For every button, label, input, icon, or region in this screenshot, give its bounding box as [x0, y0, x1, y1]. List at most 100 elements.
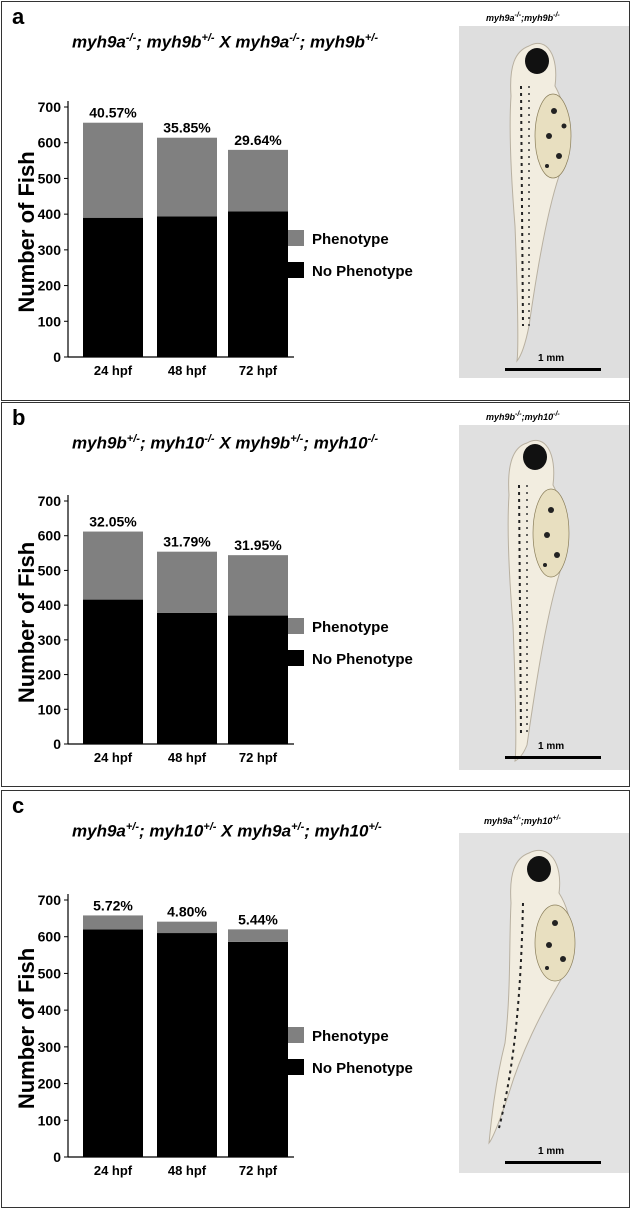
y-tick-label: 300 — [38, 632, 62, 648]
bar-no-phenotype — [83, 599, 143, 744]
zebrafish-photo — [459, 26, 629, 378]
legend-swatch — [288, 650, 304, 666]
bar-phenotype — [157, 551, 217, 613]
y-tick-label: 500 — [38, 562, 62, 578]
photo-genotype-label: myh9b-/-;myh10-/- — [486, 411, 560, 422]
y-tick-label: 200 — [38, 278, 62, 294]
bar-no-phenotype — [83, 217, 143, 357]
scale-bar-label: 1 mm — [538, 741, 565, 752]
bar-percent-label: 4.80% — [167, 904, 207, 920]
bar-percent-label: 31.95% — [234, 537, 282, 553]
x-tick-label: 72 hpf — [239, 750, 278, 765]
photo-genotype-label: myh9a-/-;myh9b-/- — [486, 12, 560, 23]
bar-no-phenotype — [228, 615, 288, 744]
y-tick-label: 500 — [38, 170, 62, 186]
y-tick-label: 600 — [38, 135, 62, 151]
scale-bar-label: 1 mm — [538, 353, 565, 364]
y-tick-label: 100 — [38, 313, 62, 329]
x-tick-label: 48 hpf — [168, 363, 207, 378]
panel-b: b myh9b+/-; myh10-/- X myh9b+/-; myh10-/… — [1, 402, 630, 787]
y-tick-label: 400 — [38, 1002, 62, 1018]
bar-phenotype — [83, 122, 143, 218]
zebrafish-larva-image — [459, 26, 629, 378]
scale-bar — [505, 1161, 601, 1164]
x-tick-label: 48 hpf — [168, 750, 207, 765]
legend-label: Phenotype — [312, 619, 389, 636]
scale-bar — [505, 756, 601, 759]
bar-phenotype — [228, 929, 288, 942]
scale-bar — [505, 368, 601, 371]
y-tick-label: 500 — [38, 965, 62, 981]
x-tick-label: 48 hpf — [168, 1163, 207, 1178]
y-tick-label: 0 — [53, 349, 61, 365]
y-tick-label: 200 — [38, 1076, 62, 1092]
y-tick-label: 200 — [38, 667, 62, 683]
bar-phenotype — [228, 555, 288, 616]
panel-title: myh9a-/-; myh9b+/- X myh9a-/-; myh9b+/- — [72, 32, 378, 52]
y-tick-label: 300 — [38, 1039, 62, 1055]
stacked-bar-chart: 0 100 200 300 400 500 600 700 Number of Fish 40.5… — [14, 99, 413, 378]
zebrafish-larva-image — [459, 833, 629, 1173]
photo-genotype-label: myh9a+/-;myh10+/- — [484, 815, 561, 826]
bar-percent-label: 40.57% — [89, 105, 137, 121]
legend-swatch — [288, 230, 304, 246]
y-tick-label: 300 — [38, 242, 62, 258]
y-tick-label: 600 — [38, 929, 62, 945]
legend-label: No Phenotype — [312, 651, 413, 668]
y-tick-label: 600 — [38, 528, 62, 544]
y-tick-label: 0 — [53, 1149, 61, 1165]
panel-title: myh9b+/-; myh10-/- X myh9b+/-; myh10-/- — [72, 433, 378, 453]
bar-no-phenotype — [157, 612, 217, 744]
y-tick-label: 700 — [38, 99, 62, 115]
bar-no-phenotype — [228, 211, 288, 357]
bar-phenotype — [228, 149, 288, 212]
bar-percent-label: 32.05% — [89, 514, 137, 530]
panel-letter: c — [12, 793, 25, 818]
x-tick-label: 24 hpf — [94, 750, 133, 765]
y-tick-label: 400 — [38, 206, 62, 222]
bar-phenotype — [157, 137, 217, 217]
legend-label: No Phenotype — [312, 1060, 413, 1077]
bar-phenotype — [83, 915, 143, 930]
legend-label: No Phenotype — [312, 263, 413, 280]
bar-percent-label: 31.79% — [163, 534, 211, 550]
bar-no-phenotype — [157, 216, 217, 357]
bar-percent-label: 5.44% — [238, 911, 278, 927]
bar-phenotype — [157, 921, 217, 934]
y-tick-label: 100 — [38, 701, 62, 717]
x-tick-label: 72 hpf — [239, 1163, 278, 1178]
legend-label: Phenotype — [312, 231, 389, 248]
stacked-bar-chart: 0 100 200 300 400 500 600 700 Number of Fish 32.0… — [14, 493, 413, 765]
x-tick-label: 24 hpf — [94, 363, 133, 378]
stacked-bar-chart: 0 100 200 300 400 500 600 700 Number of Fish 5.72… — [14, 892, 413, 1178]
x-tick-label: 24 hpf — [94, 1163, 133, 1178]
legend-label: Phenotype — [312, 1028, 389, 1045]
panel-title: myh9a+/-; myh10+/- X myh9a+/-; myh10+/- — [72, 821, 382, 841]
y-axis-label: Number of Fish — [14, 948, 39, 1109]
bar-no-phenotype — [157, 933, 217, 1157]
scale-bar-label: 1 mm — [538, 1146, 565, 1157]
zebrafish-larva-image — [459, 425, 629, 770]
y-tick-label: 700 — [38, 892, 62, 908]
y-axis-label: Number of Fish — [14, 542, 39, 703]
legend-swatch — [288, 618, 304, 634]
panel-a: a myh9a-/-; myh9b+/- X myh9a-/-; myh9b+/… — [1, 1, 630, 401]
y-tick-label: 400 — [38, 597, 62, 613]
y-tick-label: 700 — [38, 493, 62, 509]
panel-letter: b — [12, 405, 26, 430]
y-tick-label: 100 — [38, 1112, 62, 1128]
legend-swatch — [288, 262, 304, 278]
legend-swatch — [288, 1059, 304, 1075]
bar-phenotype — [83, 531, 143, 600]
y-axis-label: Number of Fish — [14, 151, 39, 312]
bar-percent-label: 29.64% — [234, 132, 282, 148]
x-tick-label: 72 hpf — [239, 363, 278, 378]
bar-percent-label: 5.72% — [93, 897, 133, 913]
bar-percent-label: 35.85% — [163, 120, 211, 136]
y-tick-label: 0 — [53, 736, 61, 752]
legend-swatch — [288, 1027, 304, 1043]
bar-no-phenotype — [228, 941, 288, 1157]
zebrafish-photo — [459, 833, 629, 1173]
panel-c: c myh9a+/-; myh10+/- X myh9a+/-; myh10+/… — [1, 790, 630, 1208]
zebrafish-photo — [459, 425, 629, 770]
